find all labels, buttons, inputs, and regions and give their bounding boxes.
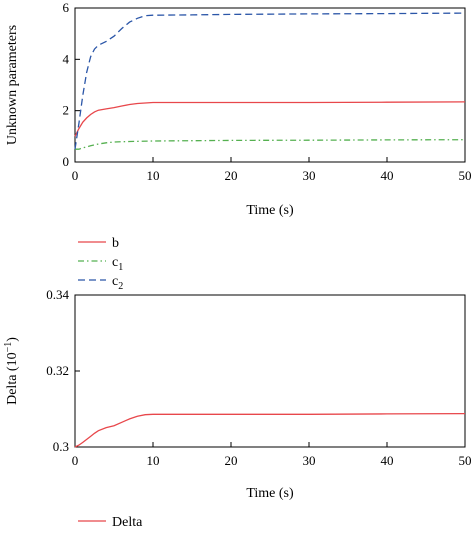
y-axis-label: Unknown parameters — [5, 25, 20, 145]
y-tick-label: 0.32 — [46, 363, 69, 378]
series-lines — [74, 412, 466, 448]
x-tick-label: 40 — [381, 168, 394, 183]
series-line-c1 — [75, 139, 466, 150]
y-axis-label-main: Delta (10 — [5, 352, 20, 404]
y-tick-label: 0.34 — [46, 287, 69, 302]
x-tick-label: 30 — [303, 453, 316, 468]
series-lines — [74, 12, 466, 150]
x-tick-label: 40 — [381, 453, 394, 468]
series-line-Delta — [74, 412, 466, 448]
y-tick-label: 6 — [63, 0, 70, 15]
legend-label-name: b — [112, 236, 119, 251]
legend-label: c1 — [112, 255, 123, 273]
y-axis-label-end: ) — [5, 337, 20, 342]
plot-frame — [74, 7, 466, 163]
legend-label: c2 — [112, 274, 123, 292]
chart-unknown-parameters: 0 10 20 30 40 50 0 2 4 6 Time (s) Unknown paramet… — [5, 0, 472, 292]
series-line-c2 — [74, 12, 466, 150]
series-line-b — [74, 101, 466, 137]
y-tick-label: 2 — [63, 103, 70, 118]
x-tick-label: 10 — [147, 453, 160, 468]
legend-label: Delta — [112, 515, 143, 530]
axis-ticks: 0 10 20 30 40 50 0.3 0.32 0.34 — [46, 287, 471, 468]
axis-ticks: 0 10 20 30 40 50 0 2 4 6 — [63, 0, 472, 183]
x-tick-label: 10 — [147, 168, 160, 183]
legend-label-name: Delta — [112, 515, 143, 530]
x-axis-label: Time (s) — [246, 203, 294, 218]
plot-frame — [74, 294, 466, 448]
legend-label-name: c — [112, 255, 118, 270]
x-tick-label: 20 — [225, 168, 238, 183]
x-tick-label: 50 — [459, 453, 472, 468]
chart-delta: 0 10 20 30 40 50 0.3 0.32 0.34 Time (s) Delta (1… — [3, 287, 472, 530]
x-tick-label: 50 — [459, 168, 472, 183]
x-tick-label: 0 — [72, 168, 79, 183]
legend-label-subscript: 2 — [118, 281, 123, 292]
x-tick-label: 0 — [72, 453, 79, 468]
x-tick-label: 20 — [225, 453, 238, 468]
y-axis-label-sup: −1 — [3, 342, 14, 353]
legend-label: b — [112, 236, 119, 251]
legend-label-name: c — [112, 274, 118, 289]
y-tick-label: 4 — [63, 51, 70, 66]
x-tick-label: 30 — [303, 168, 316, 183]
y-tick-label: 0 — [63, 154, 70, 169]
x-axis-label: Time (s) — [246, 486, 294, 501]
y-tick-label: 0.3 — [53, 439, 69, 454]
y-axis-label: Delta (10−1) — [3, 337, 20, 405]
legend-label-subscript: 1 — [118, 262, 123, 273]
legend: Delta — [78, 515, 143, 530]
